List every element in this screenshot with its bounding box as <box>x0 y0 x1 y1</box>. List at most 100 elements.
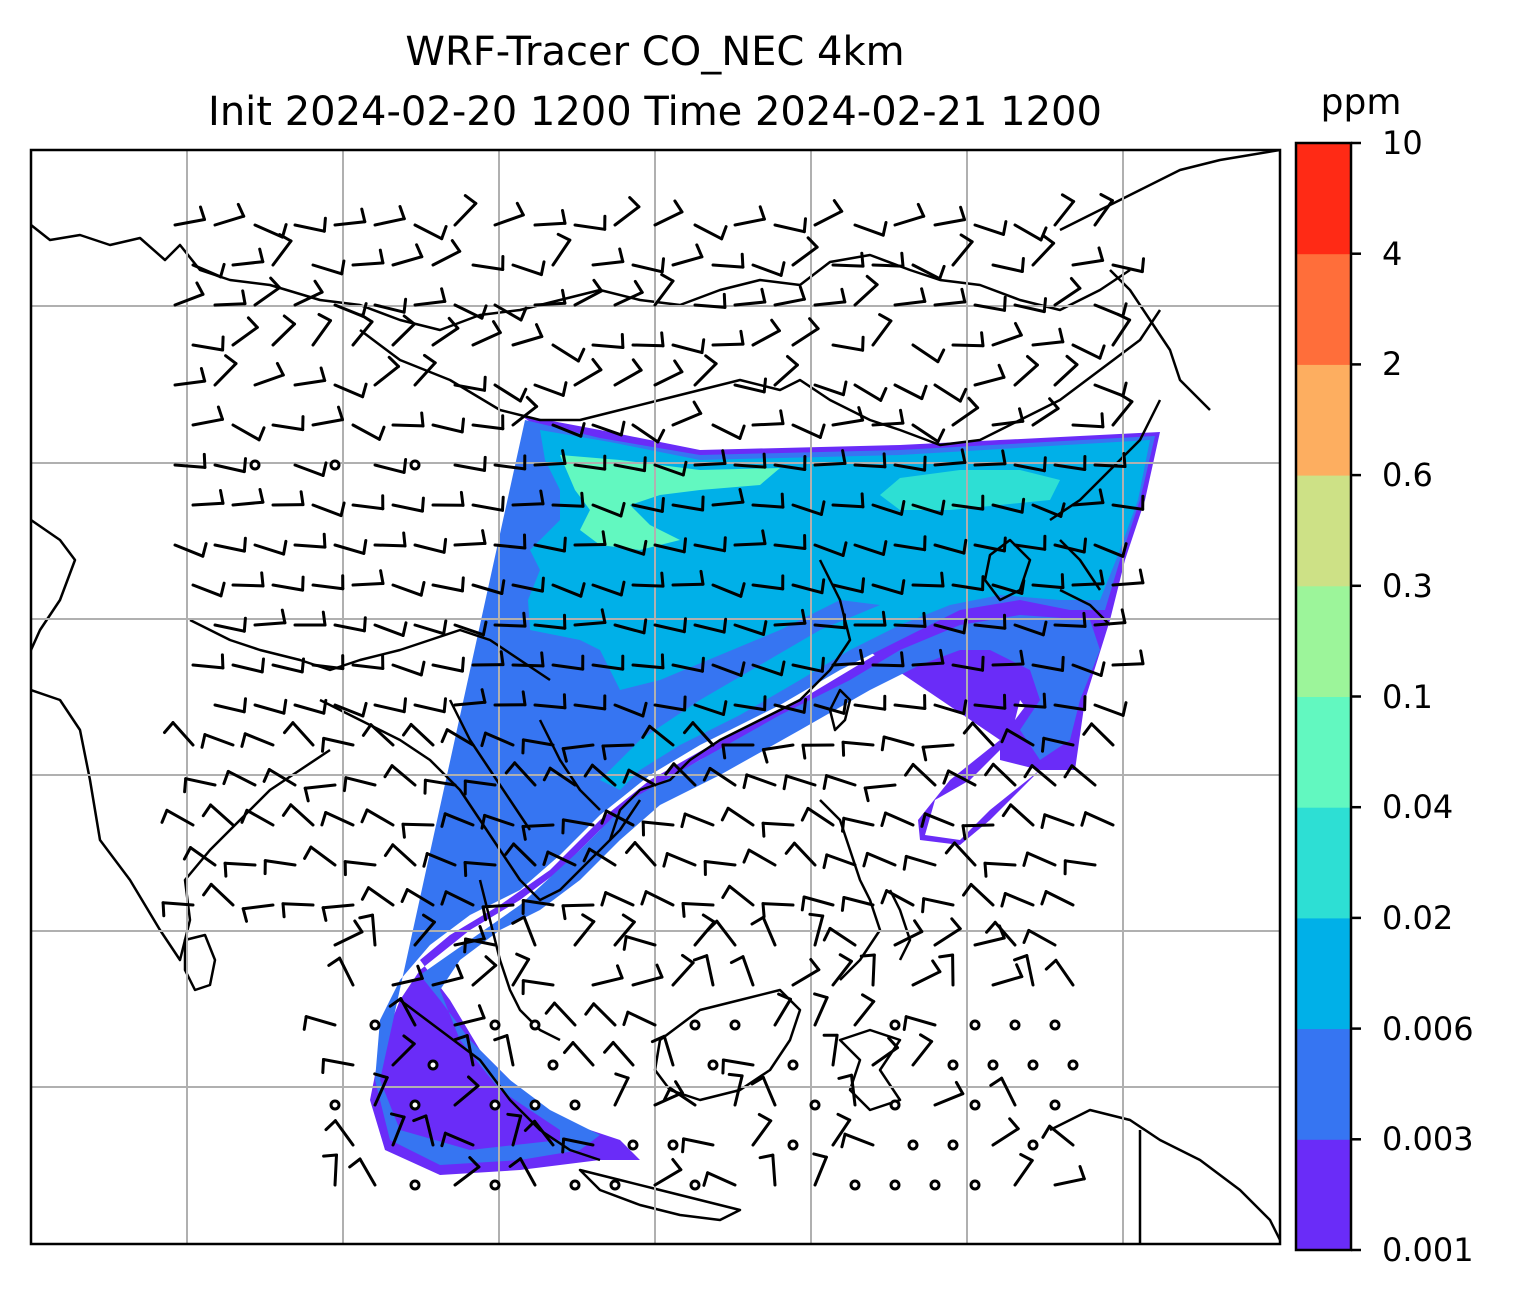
wind-barb-feather <box>820 656 825 673</box>
wind-barb-shaft <box>231 663 264 674</box>
wind-barb-shaft <box>1025 954 1035 987</box>
wind-barb-shaft <box>668 1086 697 1107</box>
wind-barb-feather <box>997 363 1006 379</box>
wind-barb-shaft <box>933 927 962 947</box>
calm-circle <box>569 1179 581 1191</box>
wind-barb-shaft <box>1063 859 1097 867</box>
wind-barb-feather <box>327 956 342 967</box>
wind-barb-feather <box>879 387 888 402</box>
wind-barb-feather <box>660 571 665 588</box>
wind-barb-shaft <box>733 1074 744 1107</box>
wind-barb-feather <box>440 225 448 241</box>
wind-barb-feather <box>321 1058 325 1074</box>
wind-barb-shaft <box>391 843 417 867</box>
wind-barb-shaft <box>853 383 883 402</box>
colorbar-segment <box>1296 364 1351 476</box>
wind-barb-feather <box>219 489 225 505</box>
wind-barb-shaft <box>802 895 835 907</box>
wind-barb-feather <box>721 884 731 899</box>
wind-barb-shaft <box>351 320 374 347</box>
wind-barb-shaft <box>321 903 355 910</box>
wind-barb-shaft <box>591 260 625 267</box>
wind-barb-feather <box>501 495 505 512</box>
wind-barb-feather <box>340 259 346 276</box>
wind-barb-feather <box>761 821 766 838</box>
wind-barb-shaft <box>333 1119 355 1147</box>
wind-barb-shaft <box>493 623 527 628</box>
wind-barb-feather <box>275 361 285 377</box>
wind-barb-feather <box>321 906 328 922</box>
wind-barb-feather <box>619 580 626 597</box>
wind-barb-feather <box>223 861 228 878</box>
wind-barb-shaft <box>1000 1076 1017 1107</box>
wind-barb-shaft <box>773 997 792 1027</box>
wind-barb-shaft <box>1054 958 1075 987</box>
wind-barb-feather <box>674 1080 684 1095</box>
wind-barb-shaft <box>933 703 966 716</box>
wind-barb-shaft <box>425 852 457 867</box>
wind-barb-shaft <box>245 808 275 827</box>
wind-barb-feather <box>720 806 730 822</box>
wind-barb-shaft <box>911 763 937 787</box>
wind-barb-feather <box>242 457 247 474</box>
colorbar-tick-label: 2 <box>1382 345 1403 384</box>
wind-barb-shaft <box>561 743 595 751</box>
wind-barb-feather <box>660 331 665 348</box>
wind-barb-feather <box>300 657 305 674</box>
wind-barb-feather <box>683 695 687 712</box>
wind-barb-feather <box>861 335 865 352</box>
india-coastline <box>31 518 331 962</box>
calm-circle <box>369 1019 381 1031</box>
wind-barb-shaft <box>613 463 646 473</box>
wind-barb-feather <box>522 611 527 628</box>
wind-barb-feather <box>1116 312 1132 322</box>
wind-barb-feather <box>1000 892 1007 908</box>
calm-circle <box>329 1099 341 1111</box>
wind-barb-shaft <box>213 543 246 553</box>
wind-barb-shaft <box>842 896 875 907</box>
wind-barb-shaft <box>281 902 315 907</box>
wind-barb-feather <box>960 287 967 304</box>
wind-barb-shaft <box>791 327 820 347</box>
wind-barb-feather <box>324 1119 337 1132</box>
wind-barb-feather <box>480 688 487 704</box>
wind-barb-feather <box>758 1153 775 1160</box>
wind-barb-feather <box>621 913 636 924</box>
wind-barb-shaft <box>271 239 293 267</box>
wind-barb-feather <box>809 958 821 972</box>
calm-circle <box>427 1059 439 1071</box>
wind-barb-feather <box>579 582 586 598</box>
wind-barb-shaft <box>791 245 819 267</box>
wind-barb-shaft <box>1093 383 1125 398</box>
wind-barb-feather <box>960 448 967 464</box>
wind-barb-feather <box>321 736 326 753</box>
wind-barb-feather <box>322 698 328 715</box>
wind-barb-feather <box>701 495 705 512</box>
wind-barb-shaft <box>213 302 247 307</box>
wind-barb-feather <box>939 648 945 665</box>
wind-barb-shaft <box>231 325 259 347</box>
wind-barb-feather <box>780 492 785 509</box>
wind-barb-feather <box>402 531 407 548</box>
wind-barb-feather <box>419 660 426 677</box>
wind-barb-shaft <box>711 423 742 440</box>
wind-barb-shaft <box>751 329 781 347</box>
wind-barb-shaft <box>409 723 435 747</box>
calm-circle <box>907 1139 919 1151</box>
wind-barb-feather <box>563 1041 575 1054</box>
wind-barb-shaft <box>191 263 223 279</box>
wind-barb-feather <box>1040 813 1047 829</box>
wind-barb-feather <box>750 915 765 926</box>
wind-barb-shaft <box>831 263 865 268</box>
wind-barb-feather <box>959 233 974 244</box>
wind-barb-shaft <box>871 503 903 516</box>
wind-barb-feather <box>1018 407 1025 423</box>
wind-barb-feather <box>1058 327 1065 344</box>
wind-barb-shaft <box>413 920 436 947</box>
wind-barb-feather <box>920 287 927 303</box>
wind-barb-feather <box>240 732 247 748</box>
wind-barb-shaft <box>951 663 984 672</box>
wind-barb-feather <box>760 287 767 304</box>
wind-barb-feather <box>280 608 287 625</box>
wind-barb-shaft <box>773 543 807 550</box>
